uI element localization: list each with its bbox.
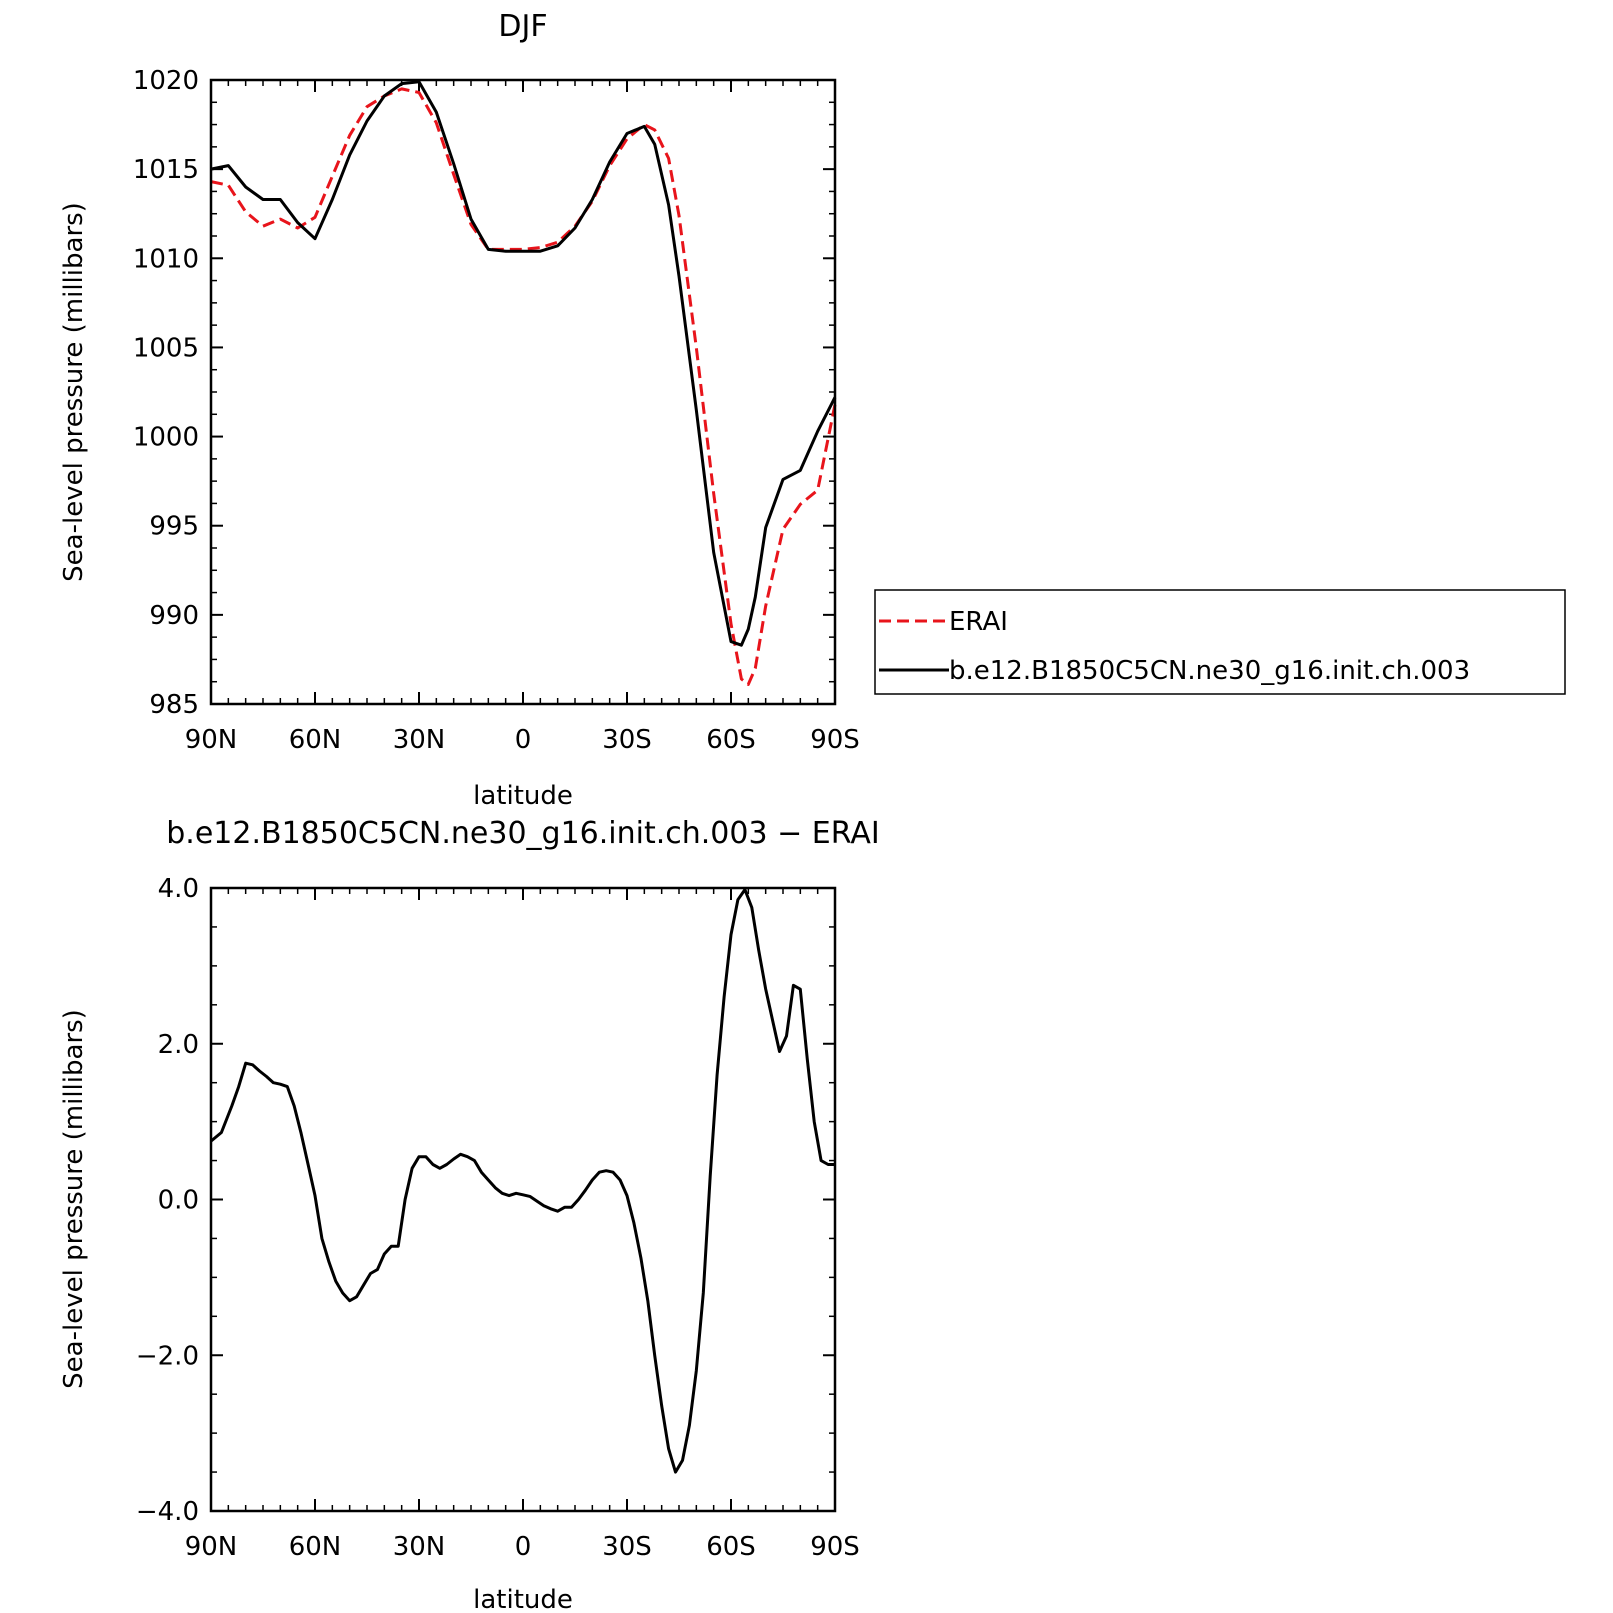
legend-box [874, 589, 1566, 695]
series-line-difference [210, 888, 835, 1474]
x-tick-label: 90S [810, 725, 860, 755]
top-plot-frame [209, 78, 837, 706]
y-tick-label: −2.0 [136, 1341, 199, 1371]
y-tick-label: 1000 [133, 423, 199, 453]
top-tick-marks [210, 79, 836, 705]
y-tick-label: 985 [149, 690, 199, 720]
top-x-axis-label: latitude [473, 781, 573, 811]
top-tick-labels: 90N 60N 30N 0 30S 60S 90S 985 990 995 1000 1005 1010… [133, 66, 860, 755]
y-tick-label: 995 [149, 512, 199, 542]
bottom-y-axis-label: Sea-level pressure (millibars) [59, 1009, 89, 1389]
x-tick-label: 60N [289, 1532, 342, 1562]
legend-label-model: b.e12.B1850C5CN.ne30_g16.init.ch.003 [949, 656, 1470, 686]
x-tick-label: 0 [515, 1532, 532, 1562]
bottom-tick-labels: 90N 60N 30N 0 30S 60S 90S −4.0 −2.0 0.0 2.0 4.0 [136, 874, 860, 1562]
y-tick-label: 1010 [133, 244, 199, 274]
top-y-axis-label: Sea-level pressure (millibars) [59, 202, 89, 582]
panel-top: DJF 90N 60N 30N 0 30S 60S 90S 985 990 995 1000 1005… [59, 9, 1566, 811]
y-tick-label: 1005 [133, 333, 199, 363]
x-tick-label: 60S [706, 1532, 756, 1562]
x-tick-label: 90N [185, 1532, 238, 1562]
y-tick-label: 4.0 [158, 874, 199, 904]
top-chart-title: DJF [498, 9, 547, 44]
x-tick-label: 90S [810, 1532, 860, 1562]
x-tick-label: 90N [185, 725, 238, 755]
series-line-erai [210, 87, 837, 686]
y-tick-label: 2.0 [158, 1030, 199, 1060]
bottom-tick-marks [210, 887, 836, 1512]
x-tick-label: 30N [393, 725, 446, 755]
legend: ERAI b.e12.B1850C5CN.ne30_g16.init.ch.00… [874, 589, 1566, 695]
bottom-series-layer [210, 888, 835, 1474]
bottom-x-axis-label: latitude [473, 1585, 573, 1613]
x-tick-label: 30S [602, 1532, 652, 1562]
y-tick-label: 990 [149, 601, 199, 631]
y-tick-label: 1020 [133, 66, 199, 96]
panel-bottom: b.e12.B1850C5CN.ne30_g16.init.ch.003 − E… [59, 816, 880, 1613]
x-tick-label: 30S [602, 725, 652, 755]
x-tick-label: 60N [289, 725, 342, 755]
bottom-plot-frame [209, 886, 837, 1513]
y-tick-label: 0.0 [158, 1186, 199, 1216]
x-tick-label: 60S [706, 725, 756, 755]
y-tick-label: −4.0 [136, 1497, 199, 1527]
series-line-model [210, 80, 837, 647]
legend-label-erai: ERAI [949, 607, 1008, 637]
x-tick-label: 0 [515, 725, 532, 755]
top-series-layer [210, 80, 837, 686]
bottom-chart-title: b.e12.B1850C5CN.ne30_g16.init.ch.003 − E… [166, 816, 879, 851]
y-tick-label: 1015 [133, 155, 199, 185]
x-tick-label: 30N [393, 1532, 446, 1562]
